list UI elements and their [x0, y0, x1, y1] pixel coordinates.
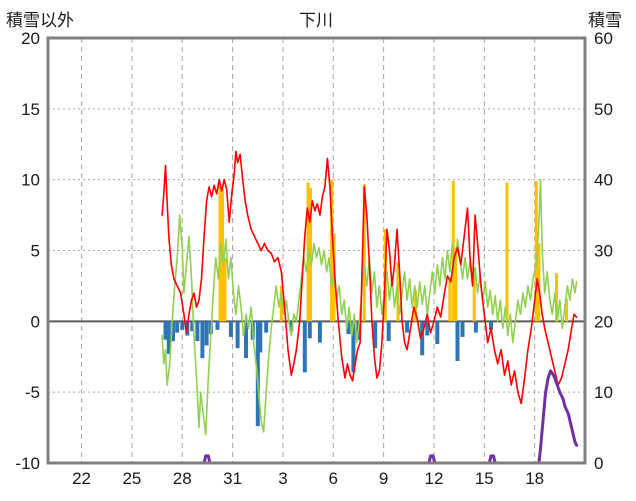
right-axis-tick-label: 60	[594, 29, 613, 48]
precipitation-blue-bar	[171, 321, 175, 342]
precipitation-blue-bar	[175, 321, 180, 333]
left-axis-tick-label: -10	[15, 454, 40, 473]
precipitation-blue-bar	[317, 321, 322, 343]
precipitation-blue-bar	[435, 321, 440, 344]
x-axis-tick-label: 25	[122, 469, 141, 488]
precipitation-blue-bar	[473, 321, 478, 333]
precipitation-blue-bar	[264, 321, 269, 333]
precipitation-blue-bar	[351, 321, 356, 373]
sunshine-orange-bar	[448, 277, 452, 322]
sunshine-orange-bar	[537, 243, 541, 322]
plot-border	[46, 36, 587, 465]
precipitation-blue-bar	[258, 321, 263, 353]
precipitation-blue-bar	[228, 321, 233, 337]
precipitation-blue-bar	[215, 321, 220, 330]
x-axis-tick-label: 22	[72, 469, 91, 488]
precipitation-blue-bar	[166, 321, 171, 354]
right-axis-tick-label: 30	[594, 242, 613, 261]
x-axis-tick-label: 9	[379, 469, 388, 488]
left-axis-tick-label: 20	[21, 29, 40, 48]
temperature-red-line	[161, 150, 578, 405]
right-axis-tick-label: 0	[594, 454, 603, 473]
series-green-series	[161, 178, 578, 436]
precipitation-blue-bar	[420, 321, 425, 356]
series-snow-depth	[160, 369, 579, 463]
x-axis-tick-label: 12	[425, 469, 444, 488]
sunshine-orange-bar	[472, 274, 476, 322]
precipitation-blue-bar	[204, 321, 209, 346]
x-axis-tick-label: 18	[525, 469, 544, 488]
x-axis-tick-label: 3	[278, 469, 287, 488]
precipitation-blue-bar	[373, 321, 378, 349]
left-axis-tick-label: 0	[31, 312, 40, 331]
green-series-line	[161, 178, 578, 436]
x-axis-tick-label: 15	[475, 469, 494, 488]
left-axis-tick-label: 15	[21, 100, 40, 119]
x-axis-tick-label: 31	[223, 469, 242, 488]
precipitation-blue-bar	[405, 321, 410, 333]
sunshine-orange-bar	[505, 182, 509, 322]
sunshine-orange-bar	[330, 179, 334, 322]
sunshine-orange-bar	[565, 298, 568, 322]
precipitation-blue-bar	[460, 321, 465, 337]
precipitation-blue-bar	[307, 321, 312, 339]
series-precipitation-blue	[163, 321, 493, 427]
sunshine-orange-bar	[223, 257, 227, 322]
sunshine-orange-bar	[279, 285, 283, 322]
right-axis-tick-label: 10	[594, 383, 613, 402]
precipitation-blue-bar	[235, 321, 240, 349]
precipitation-blue-bar	[289, 321, 294, 332]
chart-title: 下川	[299, 11, 333, 30]
right-axis-tick-label: 40	[594, 171, 613, 190]
x-axis-tick-label: 6	[329, 469, 338, 488]
series-layer	[160, 150, 579, 463]
snow-depth-line	[160, 369, 579, 463]
right-axis-tick-label: 20	[594, 312, 613, 331]
precipitation-blue-bar	[190, 321, 195, 332]
sunshine-orange-bar	[414, 290, 417, 322]
precipitation-blue-bar	[455, 321, 460, 361]
precipitation-blue-bar	[489, 321, 493, 330]
sunshine-orange-bar	[362, 183, 366, 322]
left-axis-tick-label: 5	[31, 242, 40, 261]
precipitation-blue-bar	[180, 321, 185, 330]
left-axis-title: 積雪以外	[6, 11, 74, 30]
sunshine-orange-bar	[534, 181, 538, 322]
precipitation-blue-bar	[163, 321, 168, 340]
left-axis-tick-label: 10	[21, 171, 40, 190]
sunshine-orange-bar	[555, 273, 558, 322]
precipitation-blue-bar	[386, 321, 391, 342]
precipitation-blue-bar	[200, 321, 205, 359]
x-axis-tick-label: 28	[173, 469, 192, 488]
precipitation-blue-bar	[425, 321, 430, 336]
precipitation-blue-bar	[244, 321, 248, 359]
left-axis-tick-label: -5	[25, 383, 40, 402]
sunshine-orange-bar	[309, 188, 313, 322]
right-axis-tick-label: 50	[594, 100, 613, 119]
precipitation-blue-bar	[255, 321, 260, 427]
sunshine-orange-bar	[454, 247, 458, 322]
series-temperature-red	[161, 150, 578, 405]
right-axis-title: 積雪	[588, 11, 622, 30]
precipitation-blue-bar	[302, 321, 307, 373]
precipitation-blue-bar	[195, 321, 200, 342]
precipitation-blue-bar	[346, 321, 351, 335]
